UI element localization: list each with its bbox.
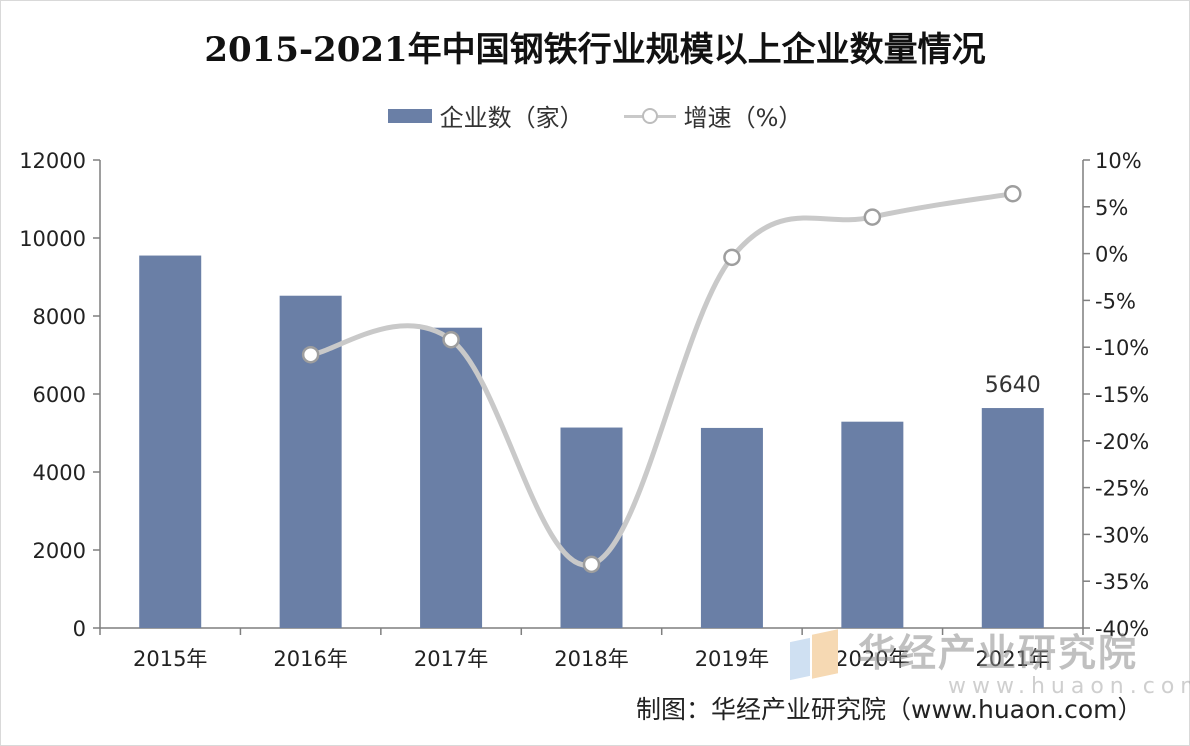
bar bbox=[841, 421, 904, 628]
legend-bar-swatch bbox=[387, 108, 432, 123]
legend-item-line: 增速（%） bbox=[623, 98, 803, 133]
x-tick-label: 2016年 bbox=[273, 647, 347, 671]
watermark-url: www.huaon.com bbox=[948, 674, 1190, 699]
legend-bar-label: 企业数（家） bbox=[439, 104, 584, 132]
x-tick-label: 2018年 bbox=[554, 647, 628, 671]
line-point bbox=[863, 208, 882, 226]
bar bbox=[560, 427, 623, 628]
y-right-tick-label: -30% bbox=[1095, 523, 1149, 547]
watermark-logo-icon bbox=[790, 629, 850, 681]
y-right-tick-label: -10% bbox=[1095, 336, 1149, 360]
y-right-tick-label: -5% bbox=[1095, 289, 1136, 313]
y-left-tick-label: 6000 bbox=[33, 383, 86, 407]
watermark: 华经产业研究院 www.huaon.com bbox=[790, 629, 1190, 699]
line-point bbox=[582, 555, 601, 574]
y-right-tick-label: -35% bbox=[1095, 570, 1149, 594]
chart-title: 2015-2021年中国钢铁行业规模以上企业数量情况 bbox=[204, 30, 986, 70]
x-tick-label: 2015年 bbox=[133, 647, 207, 671]
y-right-tick-label: 10% bbox=[1095, 149, 1142, 173]
legend-line-label: 增速（%） bbox=[683, 104, 803, 132]
bar bbox=[700, 427, 763, 628]
line-point bbox=[301, 345, 320, 364]
y-left-tick-label: 0 bbox=[73, 617, 86, 641]
line-series bbox=[308, 191, 1016, 568]
y-left-tick-label: 2000 bbox=[33, 539, 86, 563]
watermark-text: 华经产业研究院 bbox=[858, 631, 1139, 675]
y-right-tick-label: -15% bbox=[1095, 383, 1149, 407]
legend-item-bar: 企业数（家） bbox=[387, 98, 584, 133]
y-left-tick-label: 8000 bbox=[33, 305, 86, 329]
bar bbox=[981, 408, 1044, 628]
y-right-tick-label: -40% bbox=[1095, 617, 1149, 641]
line-point bbox=[723, 248, 741, 267]
line-point bbox=[442, 330, 460, 349]
bar bbox=[420, 327, 483, 628]
source-note: 制图：华经产业研究院（www.huaon.com） bbox=[636, 695, 1143, 724]
y-right-tick-label: -20% bbox=[1095, 430, 1149, 454]
y-right-tick-label: -25% bbox=[1095, 477, 1149, 501]
legend-line-swatch bbox=[623, 106, 676, 126]
x-tick-label: 2019年 bbox=[695, 647, 769, 671]
legend: 企业数（家） 增速（%） bbox=[0, 98, 1190, 133]
line-point bbox=[1004, 184, 1022, 203]
bar bbox=[139, 255, 202, 629]
bar-data-label: 5640 bbox=[985, 373, 1041, 398]
y-right-tick-label: 5% bbox=[1095, 196, 1128, 220]
x-tick-label: 2017年 bbox=[414, 647, 488, 671]
y-left-tick-label: 4000 bbox=[33, 461, 86, 485]
y-left-tick-label: 10000 bbox=[19, 227, 86, 251]
x-tick-label: 2020年 bbox=[835, 647, 909, 671]
x-tick-label: 2021年 bbox=[976, 647, 1050, 671]
y-right-tick-label: 0% bbox=[1095, 243, 1128, 267]
y-left-tick-label: 12000 bbox=[19, 149, 86, 173]
